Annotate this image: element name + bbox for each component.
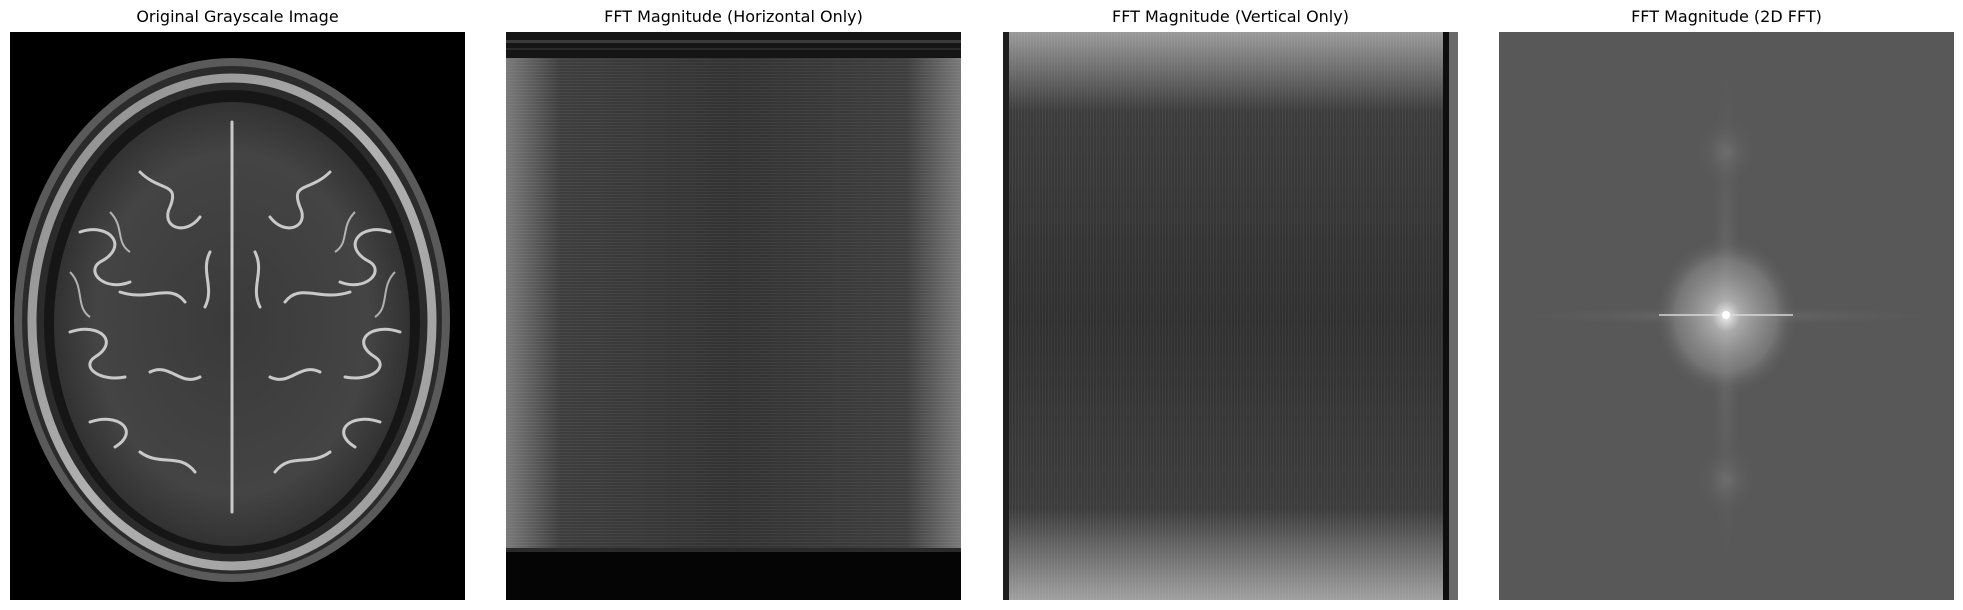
panel-fft-2d: FFT Magnitude (2D FFT) (1499, 0, 1954, 610)
panel-original: Original Grayscale Image (10, 0, 465, 610)
brain-mri-image (10, 32, 465, 600)
panel-title-fft-vertical: FFT Magnitude (Vertical Only) (1112, 7, 1349, 26)
fft-2d-image (1499, 32, 1954, 600)
panel-title-original: Original Grayscale Image (136, 7, 339, 26)
panel-fft-vertical: FFT Magnitude (Vertical Only) (1003, 0, 1458, 610)
panel-title-fft-2d: FFT Magnitude (2D FFT) (1631, 7, 1822, 26)
panel-fft-horizontal: FFT Magnitude (Horizontal Only) (506, 0, 961, 610)
fft-horizontal-image (506, 32, 961, 600)
fft-vertical-image (1003, 32, 1458, 600)
panel-title-fft-horizontal: FFT Magnitude (Horizontal Only) (604, 7, 863, 26)
